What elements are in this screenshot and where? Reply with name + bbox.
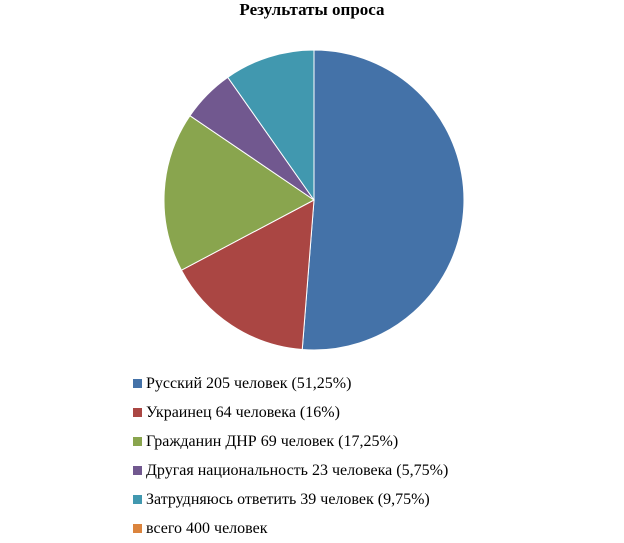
legend-swatch (133, 466, 142, 475)
chart-legend: Русский 205 человек (51,25%) Украинец 64 … (133, 369, 448, 543)
legend-item: Гражданин ДНР 69 человек (17,25%) (133, 427, 448, 456)
legend-label: Затрудняюсь ответить 39 человек (9,75%) (146, 490, 430, 508)
legend-label: Гражданин ДНР 69 человек (17,25%) (146, 432, 399, 450)
pie-chart (163, 49, 465, 351)
pie-slice-5 (227, 49, 315, 202)
legend-item: Русский 205 человек (51,25%) (133, 369, 448, 398)
legend-label: Русский 205 человек (51,25%) (146, 374, 352, 392)
pie-slice-3 (163, 114, 315, 271)
legend-swatch (133, 379, 142, 388)
pie-slice-1 (301, 49, 465, 351)
legend-label: всего 400 человек (146, 519, 268, 537)
pie-slice-2 (180, 199, 315, 351)
legend-label: Другая национальность 23 человека (5,75%… (146, 461, 449, 479)
legend-item: всего 400 человек (133, 514, 448, 543)
chart-title: Результаты опроса (239, 0, 385, 19)
legend-item: Другая национальность 23 человека (5,75%… (133, 456, 448, 485)
legend-item: Затрудняюсь ответить 39 человек (9,75%) (133, 485, 448, 514)
legend-swatch (133, 408, 142, 417)
legend-swatch (133, 495, 142, 504)
legend-swatch (133, 524, 142, 533)
legend-swatch (133, 437, 142, 446)
legend-item: Украинец 64 человека (16%) (133, 398, 448, 427)
legend-label: Украинец 64 человека (16%) (146, 403, 340, 421)
